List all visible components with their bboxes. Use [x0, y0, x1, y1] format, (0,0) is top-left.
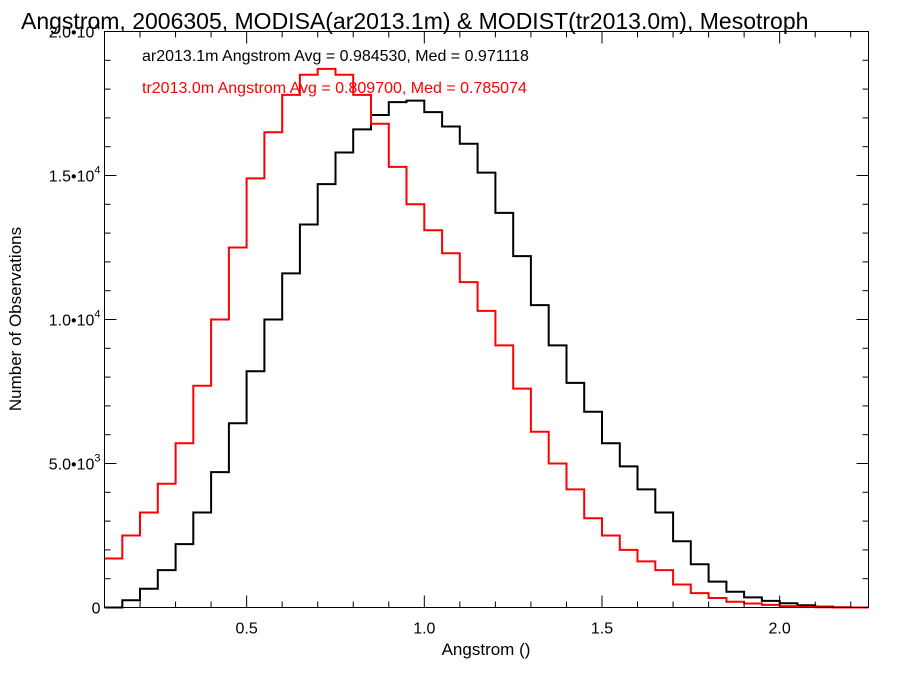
y-tick-label-1: 5.0•103 [49, 453, 101, 474]
ticks-layer: 0.5 1.0 1.5 2.0 0 5.0•103 1.0•104 1.5•104 2.0•10… [49, 21, 869, 638]
x-tick-label-3: 2.0 [769, 621, 791, 638]
x-tick-label-0: 0.5 [236, 621, 258, 638]
y-tick-label-4: 2.0•104 [49, 21, 101, 42]
series-line-ar2013 [104, 99, 869, 609]
y-axis-label: Number of Observations [6, 227, 25, 411]
x-tick-label-2: 1.5 [591, 621, 613, 638]
x-tick-label-1: 1.0 [413, 621, 435, 638]
annotation-tr2013: tr2013.0m Angstrom Avg = 0.809700, Med =… [142, 80, 527, 97]
y-tick-label-3: 1.5•104 [49, 165, 101, 186]
y-tick-label-2: 1.0•104 [49, 309, 101, 330]
series-layer [104, 67, 869, 609]
series-line-tr2013 [104, 67, 869, 609]
chart-title: Angstrom, 2006305, MODISA(ar2013.1m) & M… [21, 8, 808, 34]
x-axis-label: Angstrom () [442, 640, 531, 659]
y-tick-label-0: 0 [92, 601, 101, 618]
annotation-ar2013: ar2013.1m Angstrom Avg = 0.984530, Med =… [142, 48, 529, 65]
